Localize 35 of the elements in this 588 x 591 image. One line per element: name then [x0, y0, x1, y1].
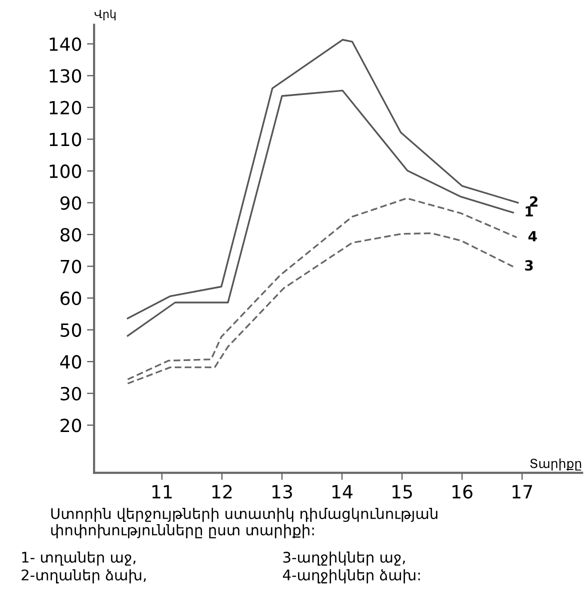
line-series	[126, 197, 518, 380]
x-tick-label: 14	[332, 485, 352, 498]
y-tick-label: 100	[50, 164, 82, 178]
line-series	[126, 38, 519, 320]
series-label: 3	[525, 260, 533, 271]
x-axis-title: Տարիքը	[530, 458, 582, 471]
y-tick-label: 20	[60, 418, 82, 432]
text: Ստորին վերջույթների ստատիկ դիմացկունության փոփոխությունները ըստ տարիքի:	[51, 508, 438, 538]
y-tick-label: 30	[60, 386, 82, 400]
y-tick-label: 130	[50, 69, 82, 83]
text: 4-աղջիկներ ձախ:	[282, 569, 420, 584]
y-tick-label: 50	[60, 323, 82, 337]
text: 1- տղաներ աջ,	[22, 551, 136, 566]
y-axis-title: Վրկ	[94, 10, 116, 20]
text: 3-աղջիկներ աջ,	[283, 551, 405, 566]
series-label: 1	[526, 206, 533, 216]
x-tick-label: 15	[392, 485, 412, 499]
x-tick-label: 11	[152, 485, 172, 498]
x-tick-label: 13	[272, 484, 292, 499]
y-tick-label: 140	[50, 37, 82, 51]
series-label: 2	[530, 196, 538, 207]
y-tick-label: 120	[50, 100, 82, 115]
y-tick-label: 80	[60, 228, 82, 242]
x-tick-label: 17	[512, 485, 532, 498]
x-tick-label: 12	[212, 484, 232, 498]
line-series	[126, 232, 514, 384]
y-tick-label: 90	[60, 196, 82, 210]
x-tick-label: 16	[452, 484, 472, 499]
y-tick-label: 60	[60, 292, 82, 306]
y-tick-label: 40	[60, 355, 82, 369]
series-label: 4	[528, 231, 537, 242]
y-tick-label: 110	[50, 132, 82, 146]
text: 2-տղաներ ձախ,	[22, 569, 146, 584]
y-tick-label: 70	[60, 260, 82, 274]
line-series	[126, 90, 514, 337]
